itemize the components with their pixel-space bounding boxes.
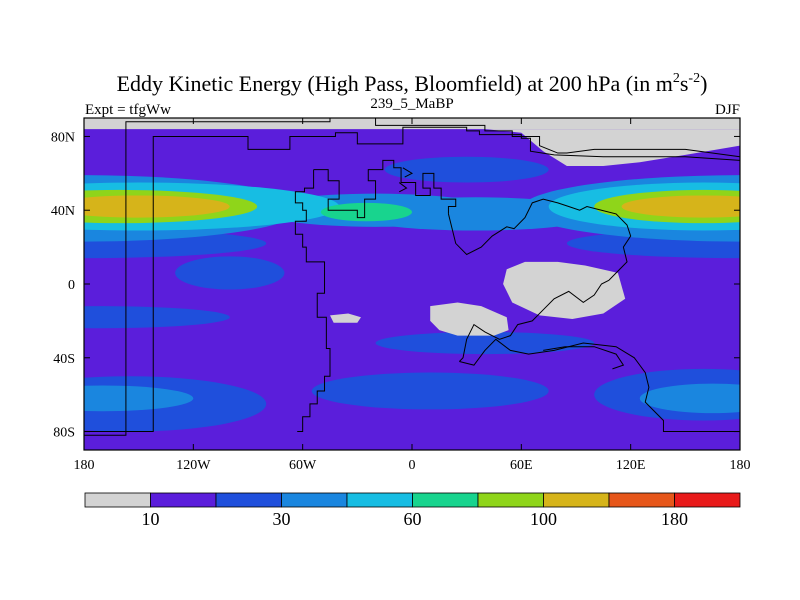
x-tick-label-1: 120W <box>176 458 211 473</box>
colorbar-box-4 <box>346 492 413 508</box>
y-tick-label-1: 40N <box>51 204 75 219</box>
plot-area <box>84 118 740 450</box>
colorbar-box-3 <box>281 492 348 508</box>
contour-band-17 <box>320 202 413 222</box>
x-tick-label-2: 60W <box>289 458 317 473</box>
season-label: DJF <box>715 102 740 118</box>
title-main: Eddy Kinetic Energy (High Pass, Bloomfie… <box>117 71 673 96</box>
coastline-1 <box>84 118 740 436</box>
low-region-2 <box>503 261 626 320</box>
coastline-outlines <box>84 118 740 436</box>
coastline-7 <box>402 167 414 178</box>
coastline-0 <box>84 126 740 433</box>
colorbar-label-0: 10 <box>142 509 160 529</box>
chart-title: Eddy Kinetic Energy (High Pass, Bloomfie… <box>117 71 708 96</box>
x-axis: 180 120W 60W 0 60E 120E 180 <box>74 118 751 473</box>
contour-fill-layers <box>84 156 740 432</box>
y-tick-label-0: 80N <box>51 130 75 145</box>
colorbar-label-4: 180 <box>661 509 688 529</box>
contour-band-2 <box>84 306 230 329</box>
contour-band-6 <box>175 256 285 290</box>
coastline-4 <box>447 198 632 362</box>
colorbar-box-6 <box>477 492 544 508</box>
coastline-2 <box>294 169 331 433</box>
colorbar-label-2: 60 <box>404 509 422 529</box>
contour-band-13 <box>84 385 194 412</box>
coastline-8 <box>398 182 408 193</box>
title-superscript-1: 2 <box>673 71 680 86</box>
colorbar: 10 30 60 100 180 <box>84 492 741 529</box>
colorbar-box-2 <box>215 492 282 508</box>
colorbar-box-7 <box>543 492 610 508</box>
colorbar-box-8 <box>608 492 675 508</box>
x-tick-label-0: 180 <box>74 458 95 473</box>
colorbar-box-9 <box>674 492 741 508</box>
contour-band-21 <box>621 195 740 218</box>
x-tick-label-6: 180 <box>730 458 751 473</box>
colorbar-label-3: 100 <box>530 509 557 529</box>
title-superscript-2: -2 <box>688 71 700 86</box>
colorbar-box-0 <box>84 492 151 508</box>
y-tick-label-2: 0 <box>68 278 75 293</box>
x-tick-label-5: 120E <box>616 458 646 473</box>
coastline-3 <box>313 159 457 219</box>
y-tick-label-3: 40S <box>53 352 75 367</box>
colorbar-label-1: 30 <box>273 509 291 529</box>
low-region-3 <box>430 302 509 336</box>
x-tick-label-3: 0 <box>409 458 416 473</box>
title-middle: s <box>680 71 689 96</box>
low-region-4 <box>330 313 361 323</box>
x-tick-label-4: 60E <box>510 458 533 473</box>
contour-band-4 <box>311 372 549 410</box>
low-region-1 <box>484 129 740 166</box>
coastline-5 <box>459 338 740 433</box>
case-label: 239_5_MaBP <box>370 96 453 112</box>
contour-band-8 <box>384 156 549 183</box>
colorbar-box-5 <box>412 492 479 508</box>
colorbar-box-1 <box>150 492 217 508</box>
y-axis: 80N 40N 0 40S 80S <box>51 130 740 441</box>
coastline-6 <box>543 346 625 370</box>
title-end: ) <box>700 71 707 96</box>
y-tick-label-4: 80S <box>53 426 75 441</box>
experiment-label: Expt = tfgWw <box>85 102 171 118</box>
contour-band-7 <box>375 331 595 355</box>
contour-band-14 <box>639 383 740 414</box>
contour-band-20 <box>84 195 230 218</box>
